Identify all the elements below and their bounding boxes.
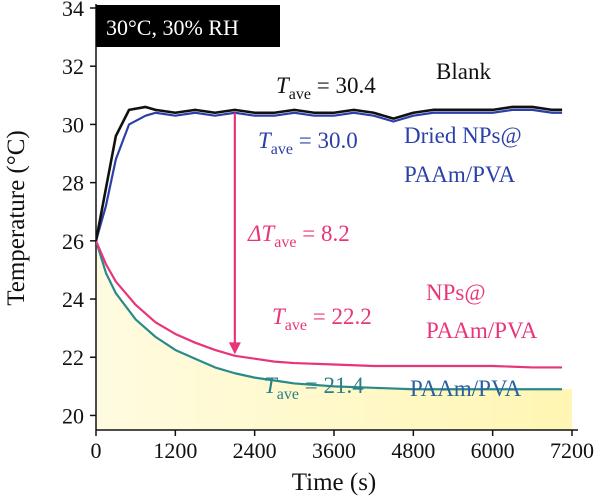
paam-annotation: Tave = 21.4 bbox=[264, 373, 364, 403]
y-tick-label: 34 bbox=[62, 0, 84, 21]
x-tick-label: 3600 bbox=[312, 438, 356, 463]
y-tick-label: 22 bbox=[62, 345, 84, 370]
fill-area-layer bbox=[96, 240, 572, 430]
dried-label-line2: PAAm/PVA bbox=[404, 162, 516, 187]
delta-annotation: ΔTave = 8.2 bbox=[247, 221, 350, 251]
y-tick-label: 28 bbox=[62, 171, 84, 196]
y-tick-label: 24 bbox=[62, 287, 84, 312]
series-layer bbox=[96, 105, 563, 391]
tick-layer: 0 1200 2400 3600 4800 6000 7200 20 22 24 26 28 30 32 3… bbox=[62, 0, 594, 463]
delta-arrow-layer bbox=[228, 112, 241, 355]
x-tick-label: 6000 bbox=[471, 438, 515, 463]
paam-label: PAAm/PVA bbox=[410, 376, 522, 401]
x-axis-title: Time (s) bbox=[292, 469, 377, 496]
dried-label-line1: Dried NPs@ bbox=[404, 123, 522, 148]
delta-arrow-head bbox=[228, 342, 241, 355]
paam-fill-area bbox=[96, 240, 572, 430]
series-line-paam bbox=[96, 240, 563, 391]
y-tick-label: 20 bbox=[62, 403, 84, 428]
blank-annotation: Tave = 30.4 bbox=[276, 73, 376, 103]
plot-frame bbox=[95, 4, 578, 431]
x-tick-label: 4800 bbox=[391, 438, 435, 463]
dried-annotation: Tave = 30.0 bbox=[258, 128, 358, 158]
y-tick-label: 26 bbox=[62, 229, 84, 254]
x-tick-label: 1200 bbox=[153, 438, 197, 463]
series-line-nps bbox=[96, 240, 563, 369]
series-line-dried bbox=[96, 108, 563, 242]
y-tick-label: 32 bbox=[62, 54, 84, 79]
y-axis-title: Temperature (°C) bbox=[3, 130, 30, 306]
x-tick-label: 2400 bbox=[233, 438, 277, 463]
y-tick-label: 30 bbox=[62, 112, 84, 137]
condition-box bbox=[96, 5, 280, 47]
condition-label: 30°C, 30% RH bbox=[106, 15, 239, 40]
blank-label: Blank bbox=[436, 59, 491, 84]
nps-label-line2: PAAm/PVA bbox=[426, 318, 538, 343]
x-tick-label: 0 bbox=[91, 438, 102, 463]
series-line-blank bbox=[96, 105, 563, 242]
x-tick-label: 7200 bbox=[550, 438, 594, 463]
nps-annotation: Tave = 22.2 bbox=[272, 304, 372, 334]
nps-label-line1: NPs@ bbox=[426, 280, 486, 305]
